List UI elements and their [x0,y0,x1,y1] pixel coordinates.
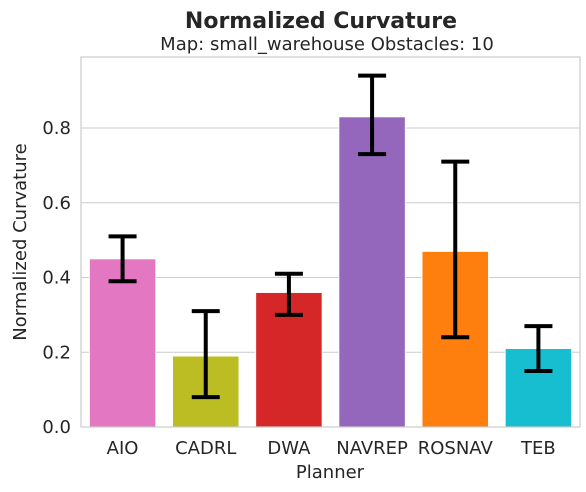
y-tick-labels: 0.0 0.2 0.4 0.6 0.8 [42,118,71,438]
x-tick-label: CADRL [175,438,236,459]
error-bar-aio [108,234,137,284]
error-bar-teb [524,324,553,373]
plot-frame [80,56,581,428]
y-axis-label: Normalized Curvature [10,143,31,340]
y-tick-label: 0.8 [42,118,71,139]
error-bar-dwa [274,271,303,317]
x-axis-label: Planner [296,462,365,483]
x-tick-labels: AIO CADRL DWA NAVREP ROSNAV TEB [107,438,556,459]
x-tick-label: NAVREP [336,438,408,459]
x-tick-label: ROSNAV [418,438,494,459]
error-bars [108,73,553,400]
chart-title: Normalized Curvature [185,9,457,34]
x-tick-label: TEB [520,438,556,459]
y-tick-label: 0.0 [42,417,71,438]
error-bar-cadrl [191,309,220,400]
y-tick-label: 0.6 [42,193,71,214]
chart-subtitle: Map: small_warehouse Obstacles: 10 [160,34,494,55]
bar-navrep [338,116,406,428]
y-tick-label: 0.2 [42,342,71,363]
bars [88,116,573,428]
x-tick-label: DWA [267,438,311,459]
bar-aio [88,258,157,428]
y-tick-label: 0.4 [42,268,71,289]
error-bar-navrep [358,73,387,157]
error-bar-rosnav [441,159,470,340]
x-tick-label: AIO [107,438,139,459]
